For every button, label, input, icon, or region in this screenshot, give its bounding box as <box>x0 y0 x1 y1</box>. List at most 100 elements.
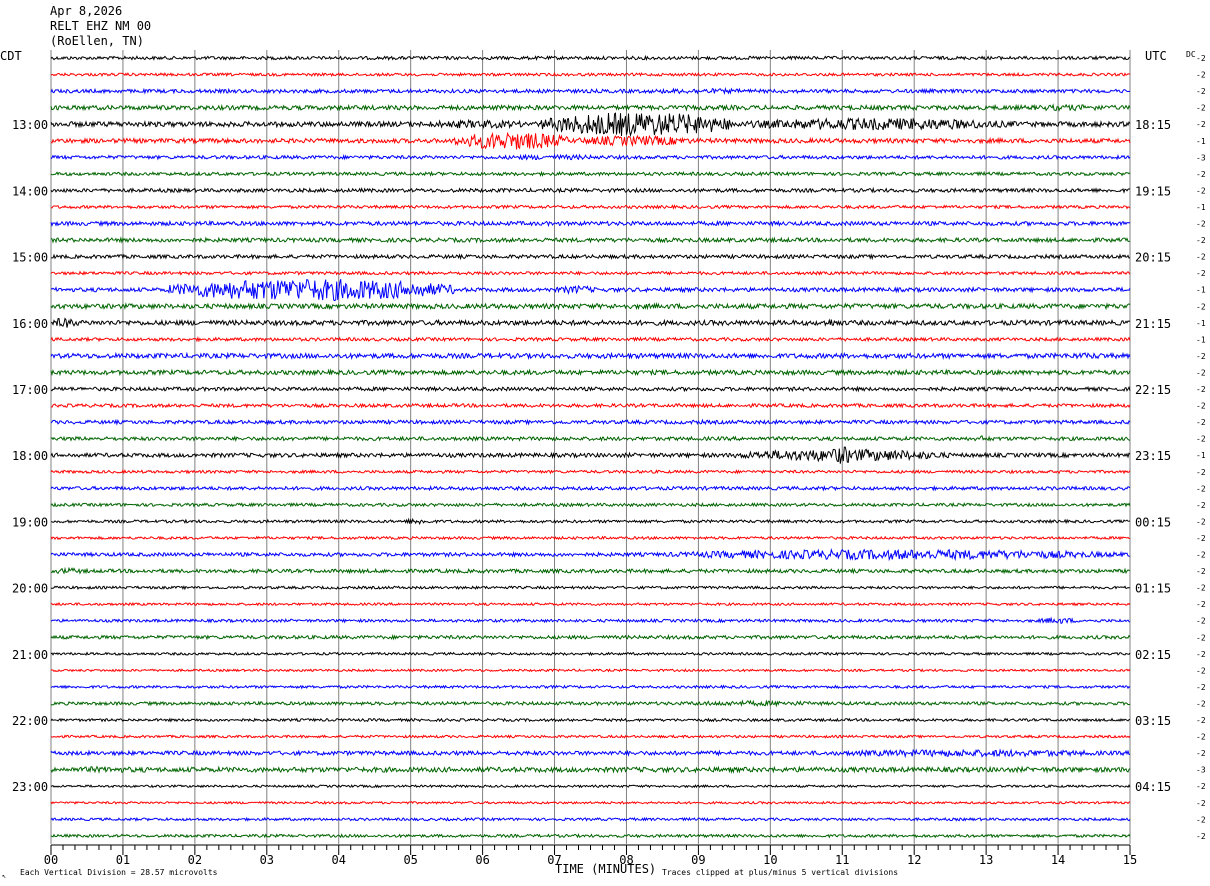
station-code: RELT EHZ NM 00 <box>50 19 152 33</box>
dc-offset-value: -1 <box>1196 286 1206 295</box>
trace-line <box>50 684 1131 690</box>
trace-line <box>50 317 1131 328</box>
cdt-hour-label: 22:00 <box>12 714 48 728</box>
dc-offset-value: -2 <box>1196 418 1206 427</box>
dc-offset-value: -2 <box>1196 815 1206 824</box>
dc-offset-value: -2 <box>1196 832 1206 841</box>
dc-offset-value: -2 <box>1196 104 1206 113</box>
dc-offset-labels: -2 -2 -2 -2 -2 -1 -3 -2 -2 -1 -2 -2 -2 -2 -1 -2 -1 -1 -2 -2… <box>1196 54 1206 841</box>
trace-line <box>50 468 1131 475</box>
cdt-hour-label: 18:00 <box>12 449 48 463</box>
utc-hour-label: 22:15 <box>1135 383 1171 397</box>
dc-label: DC <box>1186 50 1196 59</box>
utc-hour-label: 18:15 <box>1135 118 1171 132</box>
x-axis-title: TIME (MINUTES) <box>555 862 656 876</box>
cdt-hour-label: 17:00 <box>12 383 48 397</box>
trace-line <box>50 385 1131 393</box>
cdt-hour-label: 16:00 <box>12 317 48 331</box>
x-tick-label: 09 <box>691 853 705 867</box>
trace-line <box>50 668 1131 673</box>
trace-line <box>50 547 1131 562</box>
trace-line <box>50 633 1131 641</box>
trace-line <box>50 270 1131 277</box>
dc-offset-value: -1 <box>1196 335 1206 344</box>
dc-offset-value: -2 <box>1196 402 1206 411</box>
dc-offset-value: -2 <box>1196 120 1206 129</box>
dc-offset-value: -2 <box>1196 749 1206 758</box>
dc-offset-value: -2 <box>1196 782 1206 791</box>
dc-offset-value: -2 <box>1196 352 1206 361</box>
dc-offset-value: -2 <box>1196 435 1206 444</box>
trace-line <box>50 186 1131 194</box>
cdt-hour-label: 14:00 <box>12 184 48 198</box>
trace-line <box>50 833 1131 839</box>
trace-line <box>50 71 1131 78</box>
trace-line <box>50 601 1131 607</box>
utc-hour-label: 20:15 <box>1135 251 1171 265</box>
trace-line <box>51 517 1131 526</box>
trace-line <box>50 418 1131 426</box>
x-tick-label: 04 <box>332 853 346 867</box>
dc-offset-value: -2 <box>1196 253 1206 262</box>
dc-offset-value: -1 <box>1196 137 1206 146</box>
trace-line <box>50 748 1131 759</box>
time-axis: 00 01 02 03 04 05 06 07 08 09 10 11 12 13 14 15 <box>44 844 1137 867</box>
x-tick-label: 15 <box>1123 853 1137 867</box>
station-location: (RoEllen, TN) <box>50 34 144 48</box>
dc-offset-value: -2 <box>1196 699 1206 708</box>
trace-line <box>50 651 1131 657</box>
dc-offset-value: -2 <box>1196 468 1206 477</box>
dc-offset-value: -2 <box>1196 666 1206 675</box>
trace-line <box>50 765 1131 774</box>
dc-offset-value: -1 <box>1196 319 1206 328</box>
trace-line <box>50 253 1131 261</box>
trace-line <box>50 484 1131 492</box>
trace-line <box>50 800 1131 805</box>
x-tick-label: 12 <box>907 853 921 867</box>
x-tick-label: 13 <box>979 853 993 867</box>
trace-line <box>50 54 1131 62</box>
cdt-hour-label: 15:00 <box>12 251 48 265</box>
trace-line <box>50 402 1131 409</box>
dc-offset-value: -2 <box>1196 87 1206 96</box>
plot-date: Apr 8,2026 <box>50 4 123 18</box>
trace-line <box>50 112 1131 138</box>
dc-offset-value: -2 <box>1196 584 1206 593</box>
utc-hour-labels: 18:15 19:15 20:15 21:15 22:15 23:15 00:15 01:15… <box>1135 118 1171 794</box>
cdt-hour-label: 21:00 <box>12 648 48 662</box>
trace-line <box>50 236 1131 244</box>
seismic-traces <box>50 54 1131 839</box>
dc-offset-value: -2 <box>1196 799 1206 808</box>
dc-offset-value: -1 <box>1196 451 1206 460</box>
x-tick-label: 14 <box>1051 853 1065 867</box>
cdt-hour-label: 19:00 <box>12 515 48 529</box>
time-grid <box>50 50 1131 844</box>
dc-offset-value: -2 <box>1196 733 1206 742</box>
cdt-hour-label: 20:00 <box>12 582 48 596</box>
trace-line <box>50 278 1131 302</box>
x-tick-label: 08 <box>619 853 633 867</box>
utc-hour-label: 03:15 <box>1135 714 1171 728</box>
dc-offset-value: -2 <box>1196 517 1206 526</box>
dc-offset-value: -2 <box>1196 501 1206 510</box>
dc-offset-value: -2 <box>1196 716 1206 725</box>
dc-offset-value: -3 <box>1196 153 1206 162</box>
dc-offset-value: -2 <box>1196 170 1206 179</box>
trace-line <box>50 87 1131 95</box>
trace-line <box>50 301 1131 311</box>
dc-offset-value: -2 <box>1196 567 1206 576</box>
trace-line <box>50 103 1131 112</box>
cdt-hour-labels: 13:00 14:00 15:00 16:00 17:00 18:00 19:00 20:00… <box>12 118 48 794</box>
utc-hour-label: 02:15 <box>1135 648 1171 662</box>
dc-offset-value: -2 <box>1196 368 1206 377</box>
x-tick-label: 01 <box>116 853 130 867</box>
trace-line <box>50 336 1131 343</box>
dc-offset-value: -2 <box>1196 617 1206 626</box>
dc-offset-value: -3 <box>1196 766 1206 775</box>
dc-offset-value: -2 <box>1196 236 1206 245</box>
dc-offset-value: -2 <box>1196 220 1206 229</box>
trace-line <box>50 734 1131 739</box>
dc-offset-value: -2 <box>1196 385 1206 394</box>
left-timezone-label: CDT <box>0 49 22 63</box>
vertical-division-note: Each Vertical Division = 28.57 microvolt… <box>20 868 218 877</box>
